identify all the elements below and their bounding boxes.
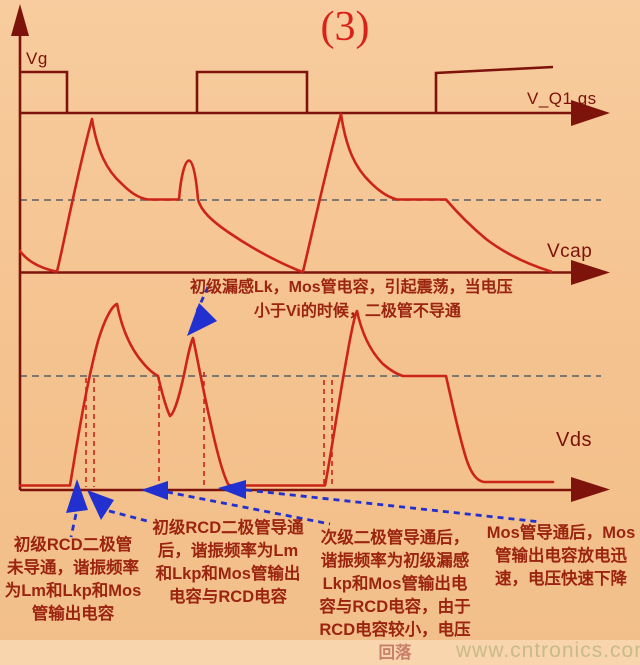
arrowhead-note3-icon (141, 481, 168, 500)
timing-dashed-lines (85, 372, 333, 487)
vg-label: Vg (26, 49, 48, 68)
arrowhead-note4-icon (218, 480, 246, 499)
arrowhead-note2-icon (87, 490, 114, 520)
vcap-label: Vcap (547, 241, 593, 262)
vds-waveform (18, 302, 555, 487)
annotation-arrowheads (66, 303, 246, 520)
note1: 初级RCD二极管 未导通，谐振频率 为Lm和Lkp和Mos 管输出电容 (4, 536, 142, 623)
vg-waveform (20, 65, 554, 112)
resonance-note-line2: 小于Vi的时候，二极管不导通 (254, 303, 461, 320)
note2: 初级RCD二极管导通 后，谐振频率为Lm 和Lkp和Mos管输出 电容与RCD电… (152, 519, 304, 606)
watermark-band (0, 640, 640, 665)
arrow-stem-note4 (245, 488, 542, 524)
annotation-arrow-stems (69, 286, 542, 538)
axes (18, 10, 574, 492)
axis-arrowheads (11, 4, 610, 502)
arrowhead-resonance-icon (187, 303, 217, 336)
arrow-stem-note3 (166, 490, 331, 526)
note3: 次级二极管导通后， 谐振频率为初级漏感 Lkp和Mos管输出电 容与RCD电容，… (319, 529, 471, 662)
arrow-stem-note1 (69, 513, 78, 538)
vcap-waveform (18, 112, 553, 273)
arrow-stem-note2 (108, 509, 152, 524)
vds-label: Vds (556, 429, 592, 451)
vq1gs-label: V_Q1 gs (527, 89, 597, 108)
page-title: (3) (320, 4, 370, 50)
arrowhead-note1-icon (66, 479, 88, 513)
watermark: www.cntronics.com (456, 639, 640, 662)
note4: Mos管导通后，Mos 管输出电容放电迅 速，电压快速下降 (486, 524, 636, 588)
resonance-note-line1: 初级漏感Lk，Mos管电容，引起震荡，当电压 (190, 279, 513, 296)
threshold-dashed-lines (20, 199, 601, 377)
